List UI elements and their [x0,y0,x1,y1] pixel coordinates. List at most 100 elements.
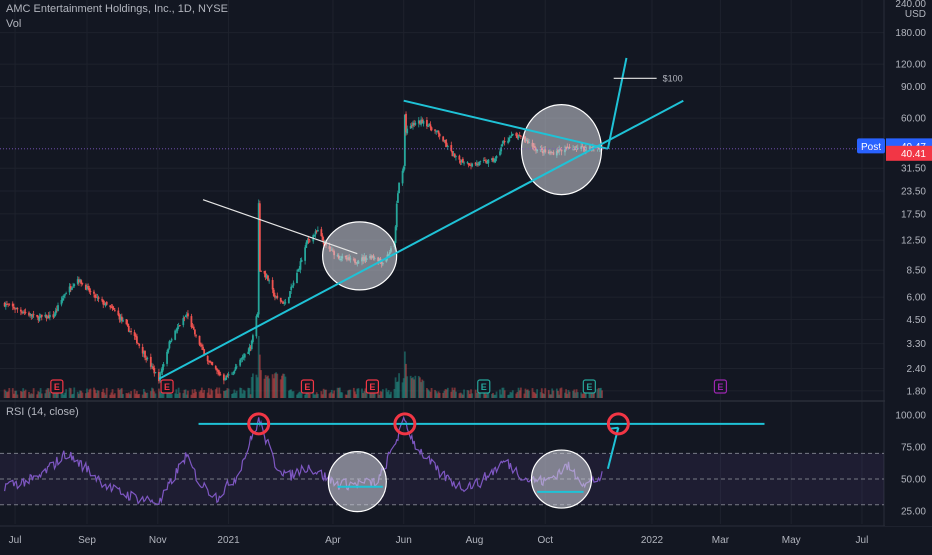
volume-bar [141,394,144,398]
volume-bar [258,354,261,398]
candle [101,299,103,301]
volume-bar [16,394,19,398]
candle [84,284,87,290]
candle [22,312,25,314]
time-tick-label: 2022 [641,535,664,546]
candle [170,339,173,341]
volume-bar [151,387,153,398]
earnings-e-icon: E [582,379,596,394]
volume-bar [345,394,348,398]
volume-bar [347,390,349,398]
volume-bar [422,380,425,398]
candle [191,326,194,328]
volume-bar [340,392,342,398]
rsi-line [4,415,603,506]
volume-bar [597,387,600,398]
candle [258,203,261,271]
candle [152,366,155,369]
volume-bar [507,394,510,398]
volume-bar [341,392,344,398]
volume-bar [174,393,177,398]
volume-bar [313,394,316,398]
candle [243,354,246,358]
volume-bar [283,373,286,398]
volume-bar [478,393,481,398]
candle [394,226,397,243]
candle [13,306,15,309]
symbol-title: AMC Entertainment Holdings, Inc., 1D, NY… [6,3,228,15]
candle [257,203,260,315]
volume-bar [572,390,574,398]
candle [36,314,39,317]
volume-bar [316,393,319,398]
candle [135,336,138,344]
volume-bar [289,389,291,398]
candle [501,143,504,147]
volume-bar [93,387,95,398]
candle [429,124,432,128]
volume-bar [271,374,274,398]
volume-bar [315,392,318,398]
candle [64,294,66,296]
candle [313,235,316,236]
volume-bar [267,375,269,398]
volume-bar [405,363,407,398]
volume-bar [364,388,367,398]
rsi-peak-marker [606,412,630,436]
volume-bar [511,390,514,398]
price-tick-label: 180.00 [895,28,926,39]
volume-bar [231,393,233,398]
candle [125,319,128,325]
candle [241,357,244,359]
volume-bar [219,393,222,398]
candle [30,314,33,316]
volume-bar [104,394,107,398]
candle [444,139,447,144]
volume-bar [580,392,583,398]
candle [452,154,455,156]
volume-bar [57,391,59,398]
volume-bar [499,389,501,398]
volume-bar [71,394,73,398]
candle [87,285,90,288]
candle [166,351,168,364]
volume-bar [354,391,356,398]
volume-bar [183,389,186,398]
volume-bar [461,394,464,398]
candle [198,335,201,345]
candle [224,379,226,381]
highlight-circle [520,104,603,196]
volume-bar [282,373,284,398]
volume-bar [525,390,528,398]
volume-bar [97,390,100,398]
volume-bar [474,389,477,398]
candle [103,304,106,305]
volume-bar [485,394,487,398]
candle [76,279,79,284]
candle [138,343,141,346]
candle [71,287,73,290]
candle [279,297,282,302]
volume-bar [413,379,416,398]
candle [260,271,262,272]
candle [320,229,323,237]
volume-bar [281,375,283,398]
candle [47,315,50,319]
candle [200,344,203,347]
volume-bar [227,388,230,398]
volume-bar [533,392,536,398]
candle [168,341,171,349]
volume-bar [321,394,324,398]
candle [508,138,511,142]
candle [211,361,214,366]
earnings-e-icon: E [713,379,728,394]
candle [130,331,132,332]
volume-bar [274,373,276,398]
candle [434,129,436,131]
volume-bar [232,393,235,398]
volume-bar [193,389,196,398]
volume-bar [224,390,226,398]
